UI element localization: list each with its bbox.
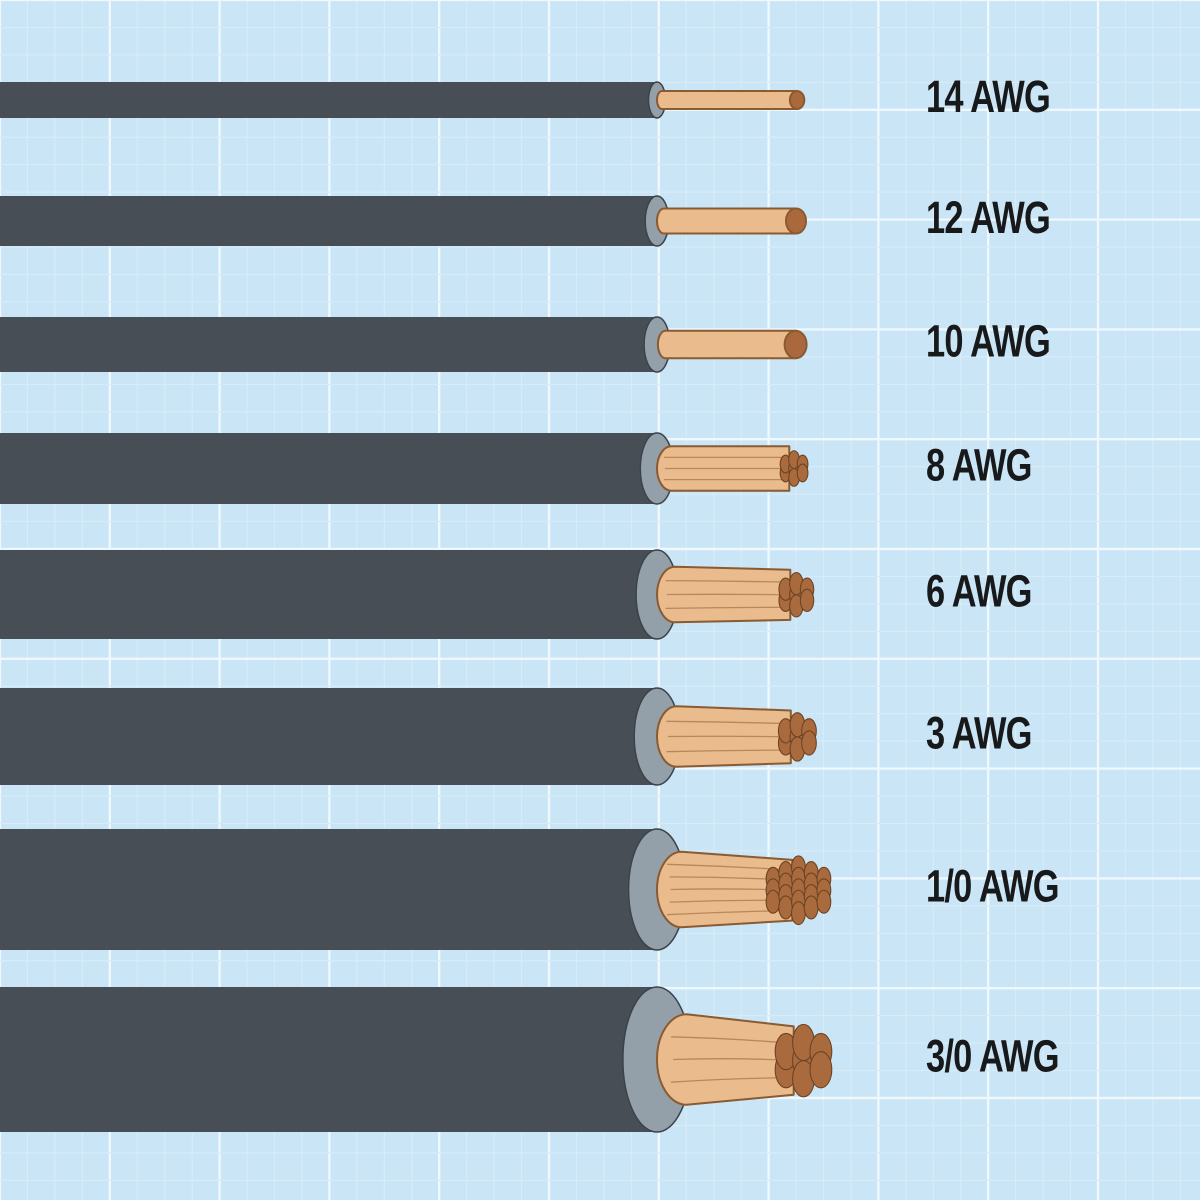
svg-text:3/0 AWG: 3/0 AWG [926,1031,1059,1082]
svg-text:3 AWG: 3 AWG [926,708,1032,759]
svg-text:6 AWG: 6 AWG [926,566,1032,617]
svg-text:8 AWG: 8 AWG [926,440,1032,491]
svg-text:10 AWG: 10 AWG [926,316,1050,367]
svg-text:12 AWG: 12 AWG [926,192,1050,243]
svg-text:14 AWG: 14 AWG [926,71,1050,122]
svg-text:1/0 AWG: 1/0 AWG [926,861,1059,912]
